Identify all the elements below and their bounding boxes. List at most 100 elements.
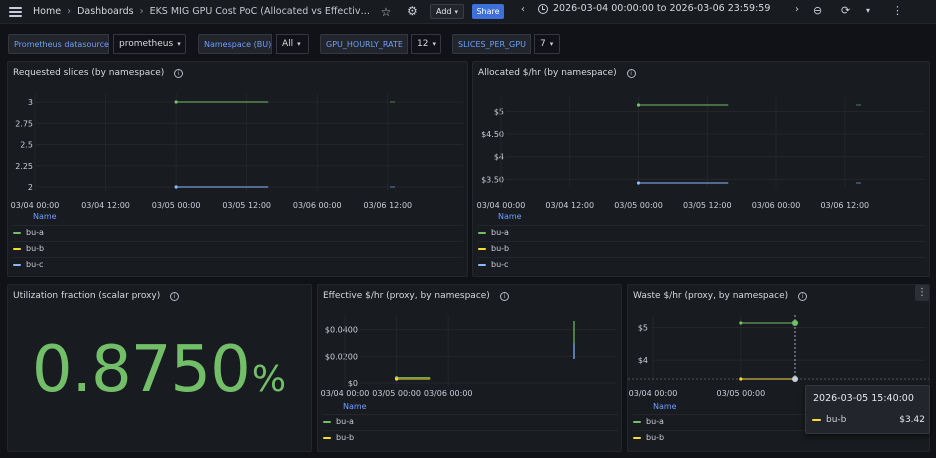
gpu-rate-select[interactable]: 12 ▾ [411,34,441,54]
hover-point-bu-b [792,376,798,382]
y-tick-label: $0.0200 [325,352,358,361]
series-swatch [13,231,21,234]
y-tick-label: $5 [638,324,648,333]
datasource-value: prometheus [119,39,174,49]
hover-point-bu-a [792,320,798,326]
stat-number: 0.8750 [31,333,251,407]
y-tick-label: 2 [28,183,33,192]
chart-requested-slices: 2 2.25 2.5 2.75 3 03/04 00:00 03/04 12:00 03/05… [11,94,463,210]
legend-item[interactable]: bu-b [633,430,926,444]
series-point-bu-a [174,100,178,104]
y-tick-label: $4 [638,356,648,365]
panel-title: Effective $/hr (proxy, by namespace) i [323,291,509,301]
slices-value: 7 [540,39,546,49]
panel-menu-icon[interactable]: ⋮ [915,285,929,301]
x-tick-label: 03/04 00:00 [321,389,370,398]
info-icon[interactable]: i [174,68,184,78]
tooltip-row: bu-b $3.42 [812,415,925,425]
x-tick-label: 03/04 00:00 [477,201,526,210]
legend-label: bu-b [646,433,665,442]
y-tick-label: $3.50 [481,175,504,184]
legend-label: bu-b [26,244,45,253]
panel-title-text: Waste $/hr (proxy, by namespace) [633,291,789,301]
series-swatch [812,419,821,421]
series-swatch [633,420,641,423]
series-point-bu-a [739,321,743,325]
panel-effective: Effective $/hr (proxy, by namespace) i $0… [317,284,622,452]
series-swatch [13,263,21,266]
x-tick-label: 03/04 00:00 [11,201,60,210]
stat-value: 0.8750% [8,333,310,407]
chevron-left-icon[interactable]: ‹ [521,4,525,15]
namespace-select[interactable]: All ▾ [276,34,309,54]
breadcrumb-dashboards[interactable]: Dashboards [77,6,134,17]
slices-select[interactable]: 7 ▾ [534,34,560,54]
legend-item[interactable]: bu-a [633,414,926,428]
chevron-down-icon: ▾ [454,7,459,16]
datasource-select[interactable]: prometheus ▾ [113,34,186,54]
chart-effective: $0 $0.0200 $0.0400 03/04 00:00 03/05 00:00 03… [321,315,616,398]
series-point-bu-c [174,185,178,189]
chevron-down-icon[interactable]: ▾ [866,6,871,15]
var-label-namespace: Namespace (BU) [198,34,272,54]
legend-item[interactable]: bu-a [478,225,925,239]
legend-item[interactable]: bu-b [13,241,463,255]
y-tick-label: $0.0400 [325,326,358,335]
breadcrumb: Home › Dashboards › EKS MIG GPU Cost PoC… [33,6,372,17]
gear-icon[interactable]: ⚙ [407,4,418,18]
chevron-right-icon[interactable]: › [795,4,799,15]
chevron-down-icon: ▾ [297,40,301,48]
share-button[interactable]: Share [472,4,504,19]
y-tick-label: 2.75 [15,119,33,128]
info-icon[interactable]: i [170,291,180,301]
series-swatch [478,231,486,234]
series-point-bu-b [395,377,399,381]
info-icon[interactable]: i [499,291,509,301]
info-icon[interactable]: i [626,68,636,78]
legend-item[interactable]: bu-b [323,430,618,444]
add-button[interactable]: Add ▾ [430,4,465,19]
menu-icon[interactable] [9,6,22,17]
y-tick-label: 3 [28,98,33,107]
series-swatch [478,263,486,266]
refresh-icon[interactable]: ⟳ [841,4,851,17]
x-tick-label: 03/04 12:00 [545,201,594,210]
legend-header: Name [498,212,522,221]
chart-waste: $4 $5 03/04 00:00 03/05 00:00 [628,315,929,398]
legend-header: Name [33,212,57,221]
more-icon[interactable]: ⋮ [892,4,903,17]
namespace-value: All [282,39,294,49]
var-label-datasource: Prometheus datasource [8,34,109,54]
info-icon[interactable]: i [798,291,808,301]
zoom-out-icon[interactable]: ⊖ [813,4,823,17]
legend-label: bu-a [336,417,354,426]
panel-title: Waste $/hr (proxy, by namespace) i [633,291,808,301]
chevron-right-icon: › [67,6,72,17]
legend-item[interactable]: bu-c [478,257,925,271]
x-tick-label: 03/06 12:00 [820,201,869,210]
chevron-down-icon: ▾ [177,40,181,48]
x-tick-label: 03/05 00:00 [152,201,201,210]
legend-header: Name [653,402,677,411]
star-icon[interactable]: ☆ [380,4,392,19]
time-range-picker[interactable]: 2026-03-04 00:00:00 to 2026-03-06 23:59:… [538,3,770,14]
series-swatch [478,247,486,250]
legend-item[interactable]: bu-a [323,414,618,428]
legend-label: bu-a [491,228,509,237]
legend-item[interactable]: bu-a [13,225,463,239]
tooltip-value: $3.42 [899,415,925,425]
panel-title-text: Utilization fraction (scalar proxy) [13,291,161,301]
breadcrumb-home[interactable]: Home [33,6,62,17]
legend-item[interactable]: bu-b [478,241,925,255]
legend-label: bu-a [26,228,44,237]
chevron-down-icon: ▾ [549,40,554,48]
tooltip-series: bu-b [826,415,847,425]
panel-title-text: Allocated $/hr (by namespace) [478,68,617,78]
series-swatch [13,247,21,250]
y-tick-label: $0 [348,379,358,388]
legend-item[interactable]: bu-c [13,257,463,271]
chevron-down-icon: ▾ [432,40,436,48]
time-range-text: 2026-03-04 00:00:00 to 2026-03-06 23:59:… [553,3,771,14]
y-tick-label: 2.5 [20,141,33,150]
tooltip-time: 2026-03-05 15:40:00 [813,393,914,404]
